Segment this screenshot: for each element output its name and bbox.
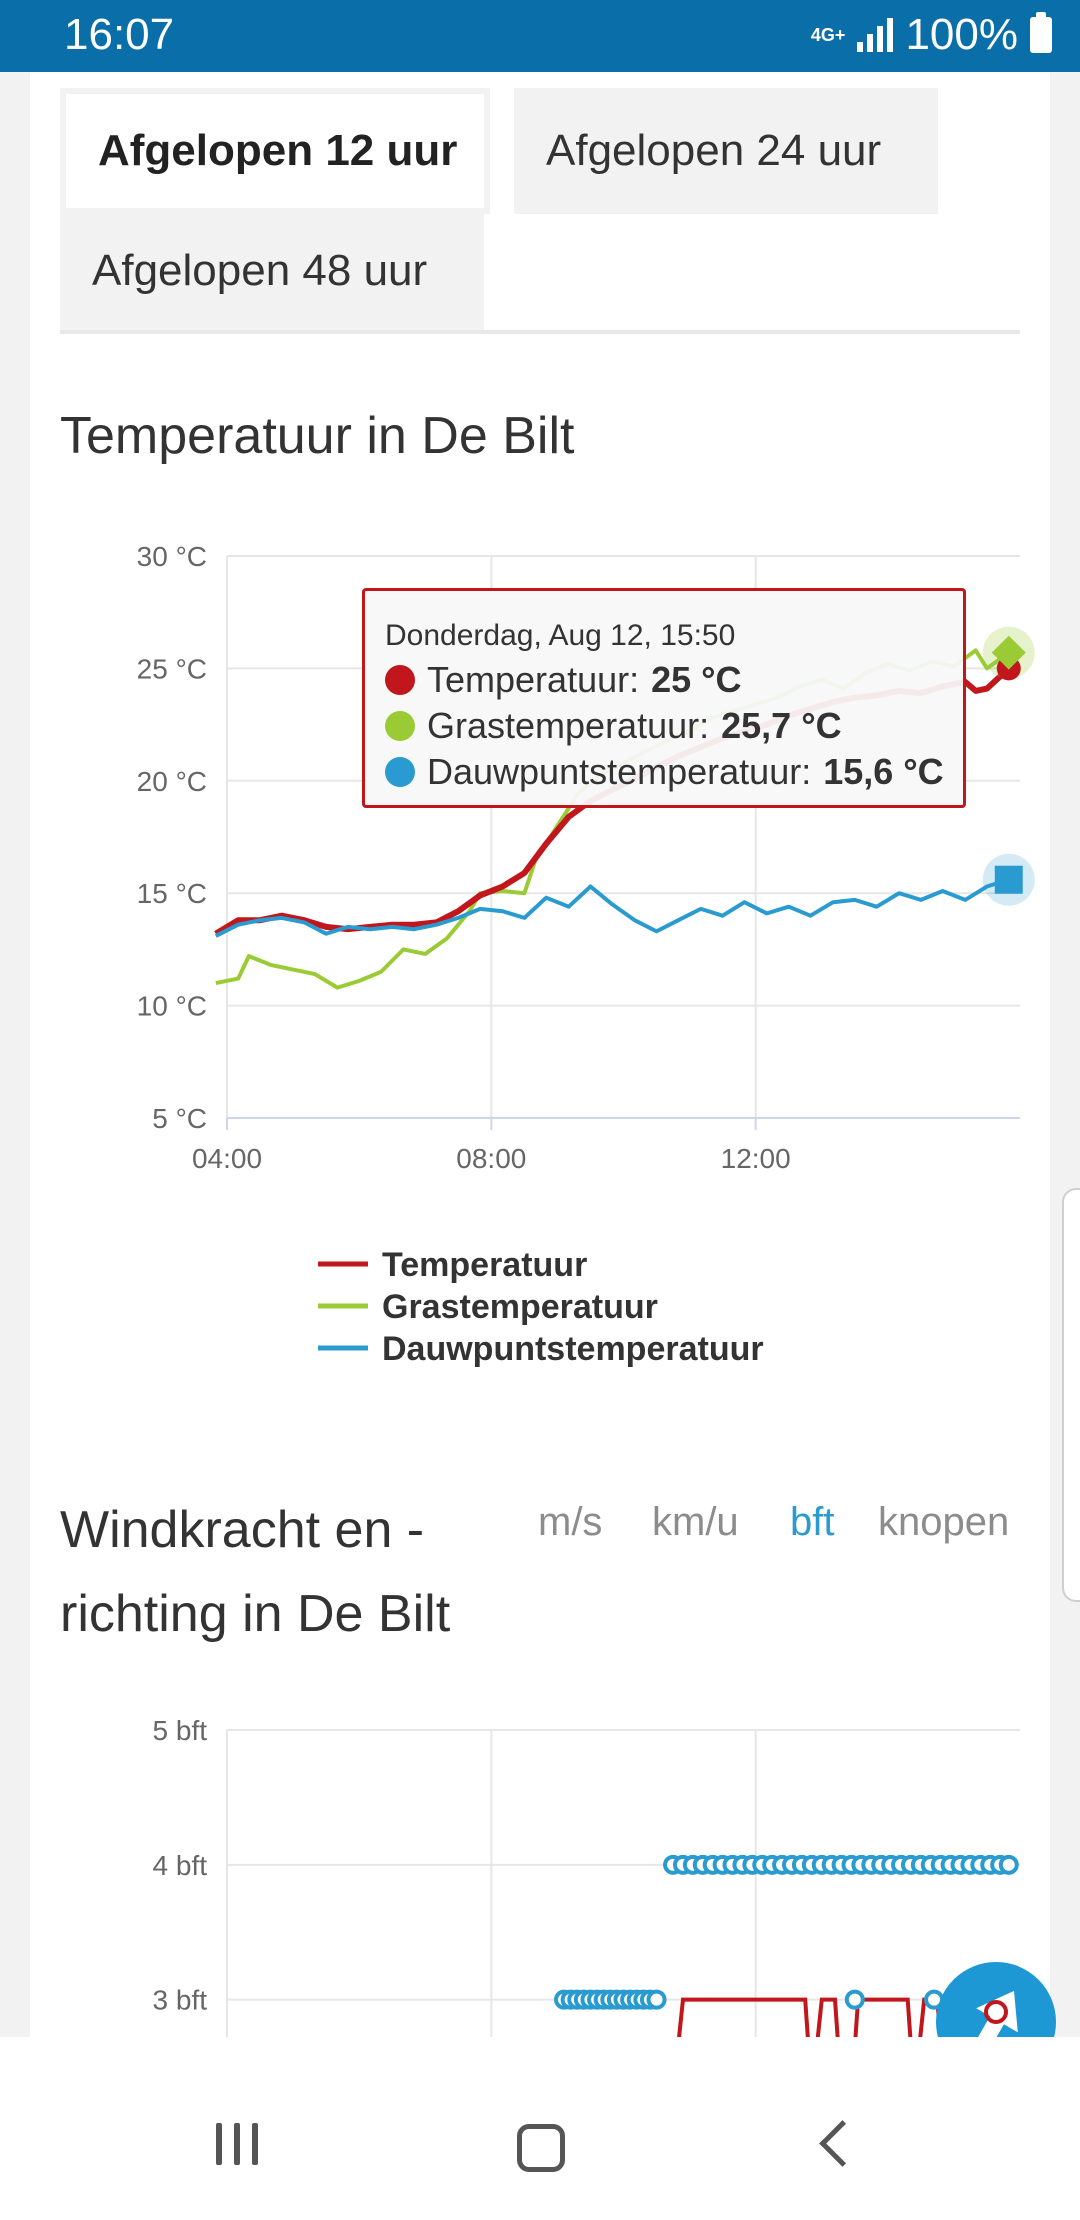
tooltip-label-dauwpuntstemperatuur: Dauwpuntstemperatuur: (427, 751, 812, 792)
unit-bft-label: bft (790, 1500, 835, 1544)
temp-y-tick-4: 25 °C (137, 653, 207, 684)
tooltip-label-grastemperatuur: Grastemperatuur: (427, 705, 710, 746)
unit-bft[interactable]: bft (790, 1500, 834, 1545)
network-type: 4G+ (810, 25, 846, 45)
battery-icon (1030, 12, 1052, 53)
wind-direction-point-50 (844, 1989, 865, 2010)
wind-title-line1: Windkracht en - (60, 1501, 425, 1559)
temp-y-tick-3: 20 °C (137, 766, 207, 797)
temp-x-tick-1: 08:00 (456, 1143, 526, 1174)
temp-x-tick-0: 04:00 (192, 1143, 262, 1174)
wind-y-tick-2: 5 bft (153, 1715, 208, 1746)
marker-grastemperatuur (991, 635, 1026, 670)
wind-direction-point-14 (646, 1989, 667, 2010)
unit-knopen[interactable]: knopen (878, 1500, 1010, 1544)
unit-ms[interactable]: m/s (538, 1500, 603, 1544)
home-icon[interactable] (517, 2124, 565, 2172)
tooltip-row-dauwpuntstemperatuur: Dauwpuntstemperatuur: 15,6 °C (385, 749, 963, 795)
temp-x-tick-2: 12:00 (721, 1143, 791, 1174)
legend-item-dauwpuntstemperatuur[interactable]: Dauwpuntstemperatuur (318, 1330, 764, 1368)
temp-y-tick-5: 30 °C (137, 541, 207, 572)
legend-item-grastemperatuur[interactable]: Grastemperatuur (318, 1288, 658, 1326)
tooltip-label-temperatuur: Temperatuur: (427, 659, 640, 700)
back-icon[interactable] (819, 2120, 866, 2167)
legend-label-temperatuur: Temperatuur (382, 1246, 587, 1284)
tooltip-row-temperatuur: Temperatuur: 25 °C (385, 657, 963, 703)
signal-icon (857, 18, 894, 52)
chart-tooltip: Donderdag, Aug 12, 15:50 Temperatuur: 25… (362, 588, 966, 808)
tooltip-dot-temperatuur (385, 665, 415, 695)
system-nav-bar (0, 2037, 1080, 2220)
series-line-dauwpuntstemperatuur (214, 877, 1010, 938)
wind-y-tick-0: 3 bft (153, 1985, 208, 2016)
wind-direction-point-49 (998, 1854, 1019, 1875)
time-range-tabs: Afgelopen 12 uur Afgelopen 24 uur Afgelo… (60, 88, 1020, 334)
page-gutter-left (0, 72, 30, 2037)
unit-kmu[interactable]: km/u (652, 1500, 739, 1544)
edge-panel-handle[interactable] (1062, 1188, 1080, 1602)
status-time: 16:07 (64, 10, 175, 59)
legend-label-dauwpuntstemperatuur: Dauwpuntstemperatuur (382, 1330, 764, 1368)
page-gutter-right (1050, 72, 1080, 2037)
temp-y-tick-1: 10 °C (137, 991, 207, 1022)
tooltip-dot-grastemperatuur (385, 711, 415, 741)
wind-y-tick-1: 4 bft (153, 1850, 208, 1881)
status-bar: 16:07 4G+ 100% (0, 0, 1080, 72)
wind-title-line2: richting in De Bilt (60, 1585, 451, 1643)
tooltip-dot-dauwpuntstemperatuur (385, 757, 415, 787)
tab-48-hours[interactable]: Afgelopen 48 uur (60, 208, 484, 334)
tooltip-date: Donderdag, Aug 12, 15:50 (385, 619, 736, 652)
recent-apps-icon[interactable] (216, 2123, 258, 2165)
temperature-title: Temperatuur in De Bilt (60, 407, 575, 465)
legend-item-temperatuur[interactable]: Temperatuur (318, 1246, 587, 1284)
tabs-divider (60, 330, 1020, 334)
temperature-legend: Temperatuur Grastemperatuur Dauwpuntstem… (318, 1246, 764, 1368)
battery-percent: 100% (905, 10, 1018, 59)
tab-24-hours[interactable]: Afgelopen 24 uur (514, 88, 938, 214)
legend-label-grastemperatuur: Grastemperatuur (382, 1288, 658, 1326)
tooltip-value-dauwpuntstemperatuur: 15,6 °C (823, 751, 944, 792)
temp-y-tick-0: 5 °C (152, 1103, 207, 1134)
tooltip-row-grastemperatuur: Grastemperatuur: 25,7 °C (385, 703, 963, 749)
tooltip-value-temperatuur: 25 °C (651, 659, 742, 700)
tooltip-value-grastemperatuur: 25,7 °C (721, 705, 842, 746)
status-icons: 4G+ 100% (811, 10, 1052, 60)
marker-dauwpuntstemperatuur (994, 865, 1023, 894)
temp-y-tick-2: 15 °C (137, 878, 207, 909)
